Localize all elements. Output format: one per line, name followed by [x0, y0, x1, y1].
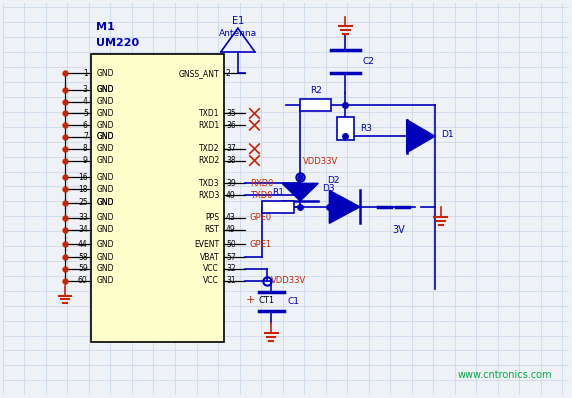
Text: 18: 18 — [78, 185, 88, 194]
Text: 9: 9 — [83, 156, 88, 165]
Text: 36: 36 — [226, 121, 236, 130]
Text: 50: 50 — [226, 240, 236, 249]
Text: VBAT: VBAT — [200, 253, 219, 261]
Text: 43: 43 — [226, 213, 236, 222]
Text: GND: GND — [96, 97, 114, 106]
Text: RXD1: RXD1 — [198, 121, 219, 130]
Text: GND: GND — [96, 199, 114, 207]
Text: GND: GND — [96, 276, 114, 285]
Text: GND: GND — [96, 109, 114, 118]
Text: 34: 34 — [78, 225, 88, 234]
Text: 16: 16 — [78, 173, 88, 182]
Text: GND: GND — [96, 86, 114, 94]
Text: 31: 31 — [226, 276, 236, 285]
Text: RST: RST — [204, 225, 219, 234]
Text: GND: GND — [96, 133, 114, 142]
Text: D1: D1 — [440, 130, 453, 139]
Text: RXD0: RXD0 — [250, 179, 273, 188]
Text: GND: GND — [96, 253, 114, 261]
Text: 40: 40 — [226, 191, 236, 199]
Text: PPS: PPS — [205, 213, 219, 222]
Bar — [337, 117, 354, 140]
Text: 6: 6 — [83, 121, 88, 130]
Bar — [300, 99, 331, 111]
Text: GND: GND — [96, 240, 114, 249]
Text: CT1: CT1 — [258, 296, 275, 305]
Text: 3V: 3V — [392, 224, 405, 234]
Text: 39: 39 — [226, 179, 236, 188]
Text: D2: D2 — [327, 176, 340, 185]
Text: GPE1: GPE1 — [250, 240, 272, 249]
Text: 32: 32 — [226, 264, 236, 273]
Text: 57: 57 — [226, 253, 236, 261]
Text: +: + — [246, 295, 256, 305]
Text: Antenna: Antenna — [219, 29, 257, 38]
Text: GND: GND — [96, 121, 114, 130]
Text: R3: R3 — [360, 124, 372, 133]
Text: 4: 4 — [83, 97, 88, 106]
Bar — [90, 54, 224, 342]
Bar — [263, 201, 293, 213]
Text: VDD33V: VDD33V — [271, 276, 307, 285]
Text: 59: 59 — [78, 264, 88, 273]
Text: GND: GND — [96, 69, 114, 78]
Text: GND: GND — [96, 185, 114, 194]
Polygon shape — [407, 120, 435, 153]
Text: GND: GND — [96, 225, 114, 234]
Text: 7: 7 — [83, 133, 88, 142]
Text: GND: GND — [96, 133, 114, 142]
Text: 37: 37 — [226, 144, 236, 153]
Text: 1: 1 — [83, 69, 88, 78]
Text: R1: R1 — [272, 188, 284, 197]
Polygon shape — [282, 183, 318, 201]
Text: GND: GND — [96, 156, 114, 165]
Text: TXD2: TXD2 — [198, 144, 219, 153]
Text: GPE0: GPE0 — [250, 213, 272, 222]
Text: GND: GND — [96, 199, 114, 207]
Text: 35: 35 — [226, 109, 236, 118]
Text: GND: GND — [96, 86, 114, 94]
Text: RXD3: RXD3 — [198, 191, 219, 199]
Text: RXD2: RXD2 — [198, 156, 219, 165]
Text: R2: R2 — [310, 86, 321, 95]
Text: 33: 33 — [78, 213, 88, 222]
Polygon shape — [329, 190, 360, 223]
Text: 2: 2 — [226, 69, 231, 78]
Text: C1: C1 — [287, 297, 299, 306]
Text: 38: 38 — [226, 156, 236, 165]
Text: GND: GND — [96, 213, 114, 222]
Text: 5: 5 — [83, 109, 88, 118]
Text: VCC: VCC — [204, 264, 219, 273]
Text: VCC: VCC — [204, 276, 219, 285]
Text: M1: M1 — [96, 22, 115, 32]
Text: 49: 49 — [226, 225, 236, 234]
Text: 44: 44 — [78, 240, 88, 249]
Text: GND: GND — [96, 144, 114, 153]
Text: GND: GND — [96, 264, 114, 273]
Text: UM220: UM220 — [96, 38, 140, 48]
Text: GND: GND — [96, 173, 114, 182]
Text: TXD3: TXD3 — [198, 179, 219, 188]
Text: 58: 58 — [78, 253, 88, 261]
Text: D3: D3 — [321, 184, 334, 193]
Text: TXD1: TXD1 — [198, 109, 219, 118]
Text: 8: 8 — [83, 144, 88, 153]
Text: EVENT: EVENT — [194, 240, 219, 249]
Text: E1: E1 — [232, 16, 244, 26]
Text: 25: 25 — [78, 199, 88, 207]
Text: 3: 3 — [83, 86, 88, 94]
Text: C2: C2 — [363, 57, 374, 66]
Text: TXD0: TXD0 — [250, 191, 272, 199]
Text: www.cntronics.com: www.cntronics.com — [458, 369, 552, 380]
Text: 60: 60 — [78, 276, 88, 285]
Text: VDD33V: VDD33V — [303, 158, 338, 166]
Text: GNSS_ANT: GNSS_ANT — [178, 69, 219, 78]
